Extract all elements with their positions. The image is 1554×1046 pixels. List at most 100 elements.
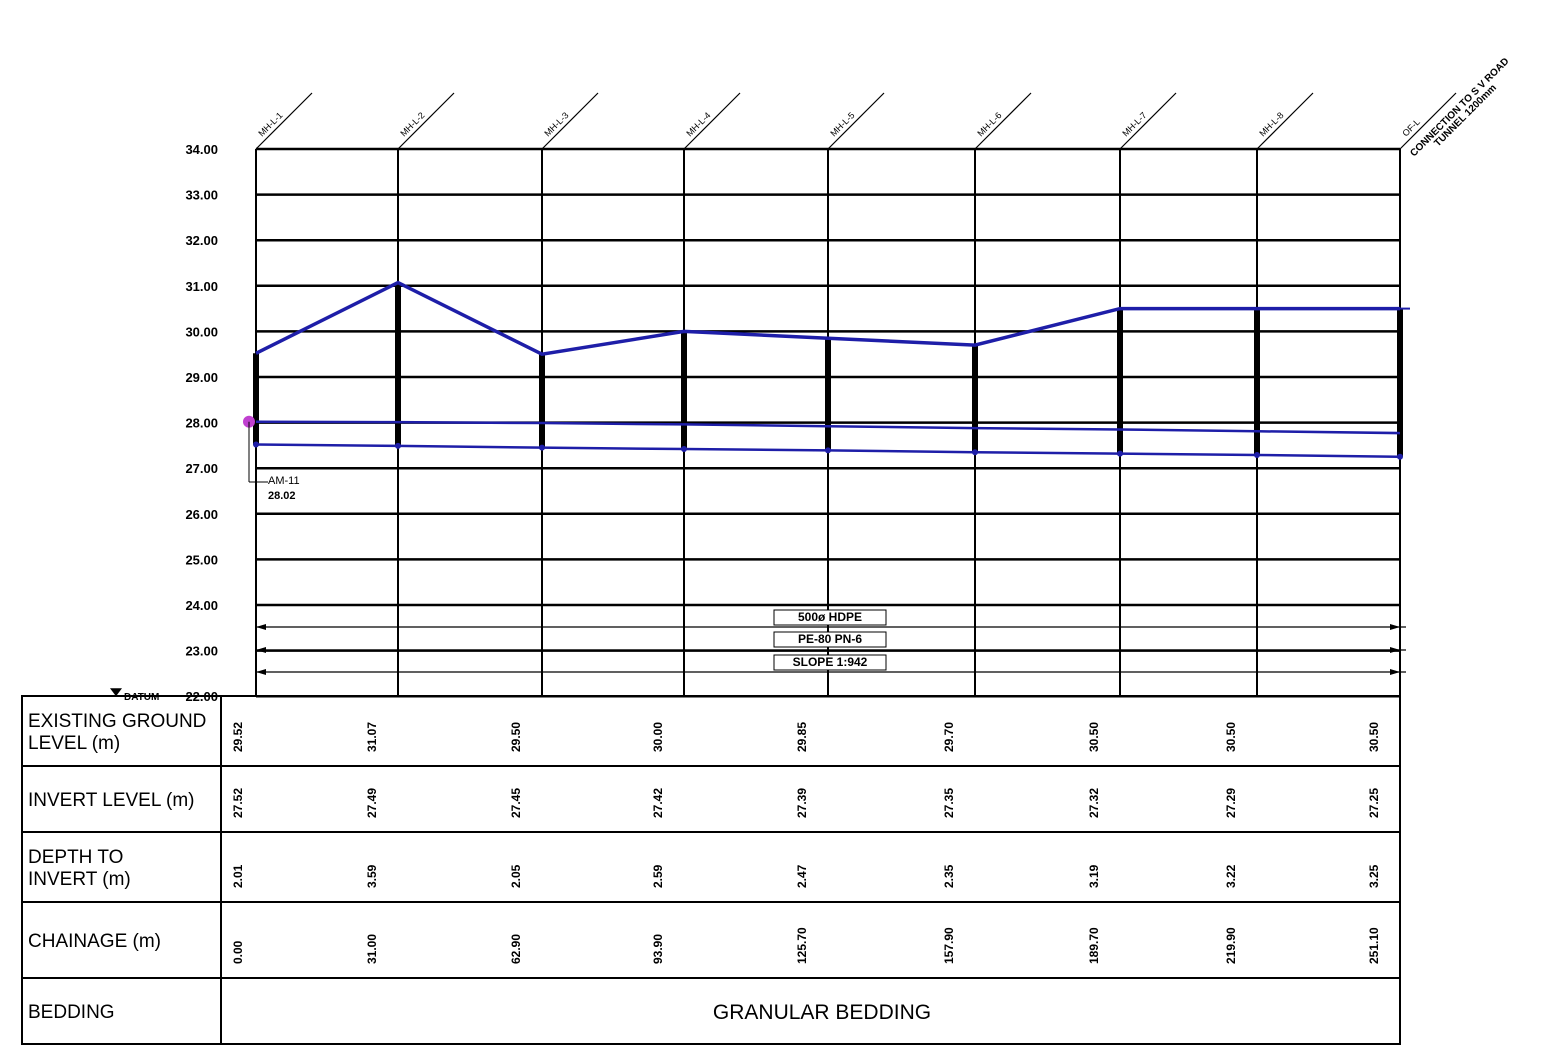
elevation-label: 28.00 [185,416,218,431]
table-cell-value: 29.52 [231,722,245,752]
table-cell-value: 27.45 [509,788,523,818]
manhole-leader-line [397,92,455,150]
table-cell-value: 29.70 [942,722,956,752]
table-row-label: INVERT LEVEL (m) [28,790,194,811]
ground-level-line [255,280,1400,357]
arrow-right-icon [1390,624,1400,630]
table-cell-value: 30.50 [1224,722,1238,752]
pipe-annotation: 500ø HDPE PE-80 PN-6 SLOPE 1:942 [256,609,1406,675]
benchmark-marker: AM-11 28.02 [243,415,300,502]
benchmark-label: AM-11 [268,475,300,487]
arrow-left-icon [256,647,266,653]
table-cell-value: 31.07 [365,722,379,752]
elevation-label: 33.00 [185,188,218,203]
elevation-label: 25.00 [185,552,218,567]
arrow-left-icon [256,624,266,630]
table-cell-value: 27.42 [651,788,665,818]
manhole-leader-line [1256,92,1314,150]
pipe-label-box [773,631,887,648]
table-cell-value: 30.50 [1087,722,1101,752]
table-cell-value: 3.59 [365,864,379,888]
pipe-label-box [773,609,887,626]
invert-node [1397,453,1403,460]
table-cell-value: 27.32 [1087,788,1101,818]
invert-node [972,449,978,456]
table-cell-value: 2.47 [795,864,809,888]
elevation-label: 34.00 [185,142,218,157]
elevation-label: 30.00 [185,324,218,339]
table-cell-value: 31.00 [365,934,379,964]
profile-lines [253,280,1410,460]
pipe-material-label: PE-80 PN-6 [798,632,862,646]
manhole-label: OF-L [1400,117,1422,139]
table-cell-value: 2.59 [651,864,665,888]
table-row-label: EXISTING GROUND [28,711,206,732]
table-cell-value: 3.25 [1367,864,1381,888]
manhole-leader-line [1119,92,1177,150]
manhole-leader-line [683,92,741,150]
table-row-label: INVERT (m) [28,869,131,890]
table-cell-value: 2.35 [942,864,956,888]
table-cell-value: 27.49 [365,788,379,818]
elevation-labels: 34.00 33.00 32.00 31.00 30.00 29.00 28.00 27.00… [110,142,218,704]
table-cell-value: 30.00 [651,722,665,752]
bedding-label: BEDDING [28,1002,115,1023]
elevation-label: 32.00 [185,233,218,248]
invert-node [1117,450,1123,457]
table-cell-value: 29.85 [795,722,809,752]
datum-triangle-icon [110,688,122,697]
pipe-slope-label: SLOPE 1:942 [793,655,868,669]
table-row-label: DEPTH TO [28,847,123,868]
elevation-label: 29.00 [185,370,218,385]
invert-node [681,446,687,453]
table-cell-value: 93.90 [651,934,665,964]
table-cell-value: 27.29 [1224,788,1238,818]
table-cell-value: 0.00 [231,940,245,964]
elevation-label: 26.00 [185,507,218,522]
outfall-note-line1: CONNECTION TO S V ROAD [1408,56,1511,159]
table-cell-value: 251.10 [1367,927,1381,964]
pipe-crown-line [255,420,1401,435]
table-cell-value: 27.52 [231,788,245,818]
table-cell-value: 3.22 [1224,864,1238,888]
table-cell-value: 125.70 [795,927,809,964]
table-cell-value: 27.39 [795,788,809,818]
arrow-right-icon [1390,669,1400,675]
table-cell-value: 30.50 [1367,722,1381,752]
table-cell-value: 27.25 [1367,788,1381,818]
invert-node [1254,451,1260,458]
manhole-leader-line [974,92,1032,150]
benchmark-value: 28.02 [268,490,296,502]
manhole-leader-line [255,92,313,150]
table-cell-value: 27.35 [942,788,956,818]
table-cell-value: 219.90 [1224,927,1238,964]
invert-node [253,441,259,448]
elevation-label: 31.00 [185,279,218,294]
table-cell-value: 29.50 [509,722,523,752]
table-border [21,695,1401,1045]
table-cell-value: 157.90 [942,927,956,964]
table-row-label: LEVEL (m) [28,733,120,754]
table-cell-value: 62.90 [509,934,523,964]
table-cell-value: 2.01 [231,864,245,888]
manhole-labels: MH-L-1 MH-L-2 MH-L-3 MH-L-4 MH-L-5 MH-L-6 MH-L… [255,56,1511,159]
invert-node [395,442,401,449]
elevation-label: 24.00 [185,598,218,613]
pipe-label-box [773,654,887,671]
table-cell-value: 189.70 [1087,927,1101,964]
elevation-label: 23.00 [185,644,218,659]
arrow-right-icon [1390,647,1400,653]
bedding-value: GRANULAR BEDDING [713,1001,931,1024]
manhole-leader-line [541,92,599,150]
invert-node [539,444,545,451]
table-row-label: CHAINAGE (m) [28,931,161,952]
outfall-note-line2: TUNNEL 1200mm [1432,82,1499,149]
table-cell-value: 2.05 [509,864,523,888]
manhole-leader-line [1399,92,1457,150]
elevation-label: 27.00 [185,461,218,476]
arrow-left-icon [256,669,266,675]
pipe-size-label: 500ø HDPE [798,610,862,624]
manhole-leader-line [827,92,885,150]
